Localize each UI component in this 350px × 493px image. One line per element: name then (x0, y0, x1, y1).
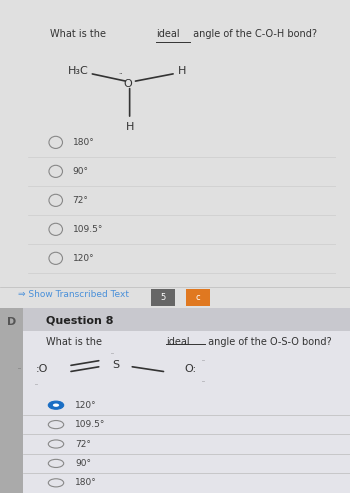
Text: ··: ·· (201, 380, 205, 385)
Text: H: H (125, 122, 134, 132)
Circle shape (53, 403, 59, 407)
Text: ⇒ Show Transcribed Text: ⇒ Show Transcribed Text (18, 290, 128, 299)
Text: 180°: 180° (75, 478, 97, 488)
FancyBboxPatch shape (186, 289, 210, 306)
Text: O: O (124, 79, 133, 89)
Text: ··: ·· (201, 358, 205, 363)
Text: angle of the C-O-H bond?: angle of the C-O-H bond? (190, 29, 317, 39)
FancyBboxPatch shape (23, 308, 350, 331)
Text: What is the: What is the (50, 29, 109, 39)
Text: 109.5°: 109.5° (73, 225, 103, 234)
FancyBboxPatch shape (0, 308, 23, 493)
Text: Question 8: Question 8 (46, 315, 113, 325)
Text: What is the: What is the (46, 337, 105, 347)
Text: 72°: 72° (75, 439, 91, 449)
Text: 5: 5 (160, 293, 165, 302)
Text: 90°: 90° (75, 459, 91, 468)
Text: D: D (7, 317, 16, 327)
Text: angle of the O-S-O bond?: angle of the O-S-O bond? (205, 337, 332, 347)
FancyBboxPatch shape (23, 331, 350, 493)
Text: 120°: 120° (75, 401, 97, 410)
Text: :O: :O (36, 364, 48, 374)
Text: 109.5°: 109.5° (75, 420, 106, 429)
Text: ideal: ideal (156, 29, 180, 39)
Text: H₃C: H₃C (68, 66, 89, 75)
Text: ··: ·· (118, 71, 122, 77)
Text: H: H (177, 66, 186, 76)
Text: c: c (195, 293, 200, 302)
FancyBboxPatch shape (150, 289, 175, 306)
Text: 120°: 120° (73, 254, 94, 263)
Circle shape (48, 401, 64, 409)
Text: 90°: 90° (73, 167, 89, 176)
Text: ··: ·· (110, 351, 114, 356)
Text: O:: O: (185, 364, 197, 374)
Text: 180°: 180° (73, 138, 94, 147)
Text: ··: ·· (17, 367, 21, 372)
Text: ··: ·· (35, 383, 39, 387)
Text: S: S (112, 360, 119, 370)
Text: 72°: 72° (73, 196, 89, 205)
Text: ideal: ideal (166, 337, 190, 347)
